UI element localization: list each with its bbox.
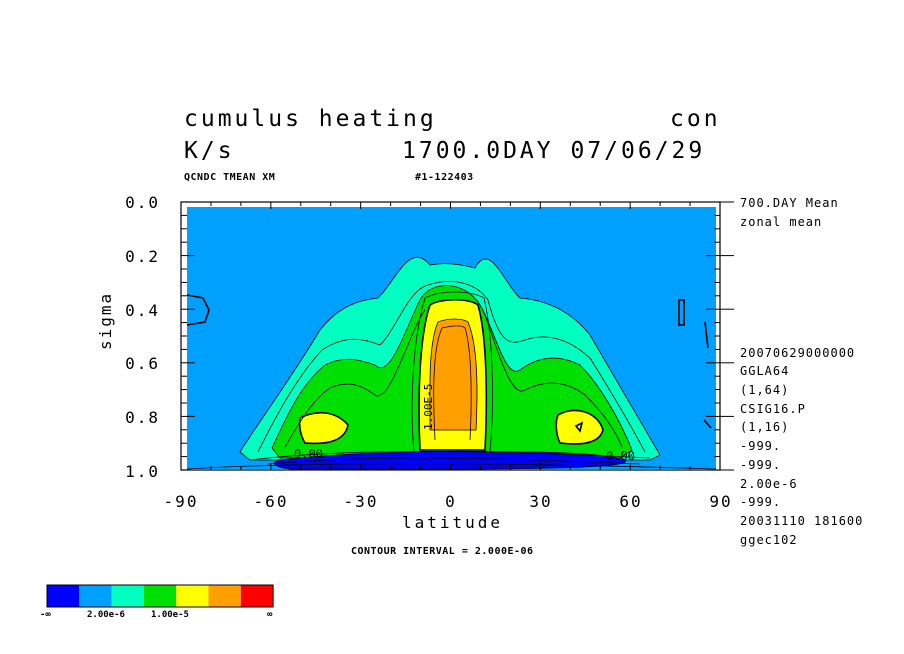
meta-line: GGLA64 xyxy=(740,364,790,378)
meta-line: (1,16) xyxy=(740,420,790,434)
colorbar-label: 1.00e-5 xyxy=(151,610,189,620)
chart-units: K/s xyxy=(184,138,235,164)
contour-region-peak xyxy=(429,318,478,431)
meta-line: -999. xyxy=(740,458,782,472)
x-tick-label: -60 xyxy=(253,492,289,511)
x-tick-label: 0 xyxy=(445,492,457,511)
meta-line: ggec102 xyxy=(740,533,798,547)
isolated-contours xyxy=(186,294,712,433)
colorbar-swatch xyxy=(143,585,177,607)
colorbar-swatch xyxy=(111,585,144,607)
mean-line: zonal mean xyxy=(740,215,823,229)
meta-line: 20070629000000 xyxy=(740,346,856,360)
contour-interval-label: CONTOUR INTERVAL = 2.000E-06 xyxy=(351,546,534,557)
meta-line: CSIG16.P xyxy=(740,402,806,416)
y-tick-label: 0.2 xyxy=(125,247,160,266)
meta-line: -999. xyxy=(740,495,782,509)
contour-label-left: 0.00 xyxy=(294,447,323,461)
negative-contour-lines xyxy=(186,451,717,470)
y-tick-label: 1.0 xyxy=(125,462,160,481)
chart-date: 1700.0DAY 07/06/29 xyxy=(402,138,706,164)
axis-ticks xyxy=(180,201,734,471)
y-axis-label: sigma xyxy=(96,291,115,350)
meta-line: -999. xyxy=(740,439,782,453)
colorbar-swatch xyxy=(240,585,274,607)
y-tick-label: 0.0 xyxy=(125,193,160,212)
colorbar xyxy=(46,584,274,608)
meta-line: 20031110 181600 xyxy=(740,514,864,528)
contour-lines xyxy=(257,281,646,453)
colorbar-label: -∞ xyxy=(40,610,51,620)
chart-title: cumulus heating xyxy=(184,106,437,132)
x-tick-label: -30 xyxy=(343,492,379,511)
mean-line: 700.DAY Mean xyxy=(740,196,839,210)
run-id: #1-122403 xyxy=(415,172,474,183)
colorbar-swatch xyxy=(176,585,209,607)
y-tick-label: 0.8 xyxy=(125,408,160,427)
x-tick-label: 60 xyxy=(619,492,643,511)
contour-label-right: 0.00 xyxy=(606,449,635,463)
x-axis-label: latitude xyxy=(402,513,504,532)
x-tick-label: 90 xyxy=(709,492,733,511)
colorbar-label: ∞ xyxy=(267,610,273,620)
chart-code: con xyxy=(670,106,721,132)
x-tick-label: -90 xyxy=(163,492,199,511)
y-tick-label: 0.4 xyxy=(125,301,160,320)
y-tick-label: 0.6 xyxy=(125,354,160,373)
contour-region-high-right xyxy=(555,409,604,445)
meta-line: (1,64) xyxy=(740,383,790,397)
contour-region-high-left xyxy=(298,411,349,445)
colorbar-swatch xyxy=(79,585,112,607)
colorbar-swatch xyxy=(47,585,80,607)
colorbar-label: 2.00e-6 xyxy=(87,610,125,620)
colorbar-swatch xyxy=(208,585,241,607)
meta-line: 2.00e-6 xyxy=(740,477,798,491)
colorbar-frame xyxy=(46,584,274,608)
x-tick-label: 30 xyxy=(529,492,553,511)
contour-label-center: 1.00E-5 xyxy=(422,384,435,430)
run-label: QCNDC TMEAN XM xyxy=(184,172,276,183)
